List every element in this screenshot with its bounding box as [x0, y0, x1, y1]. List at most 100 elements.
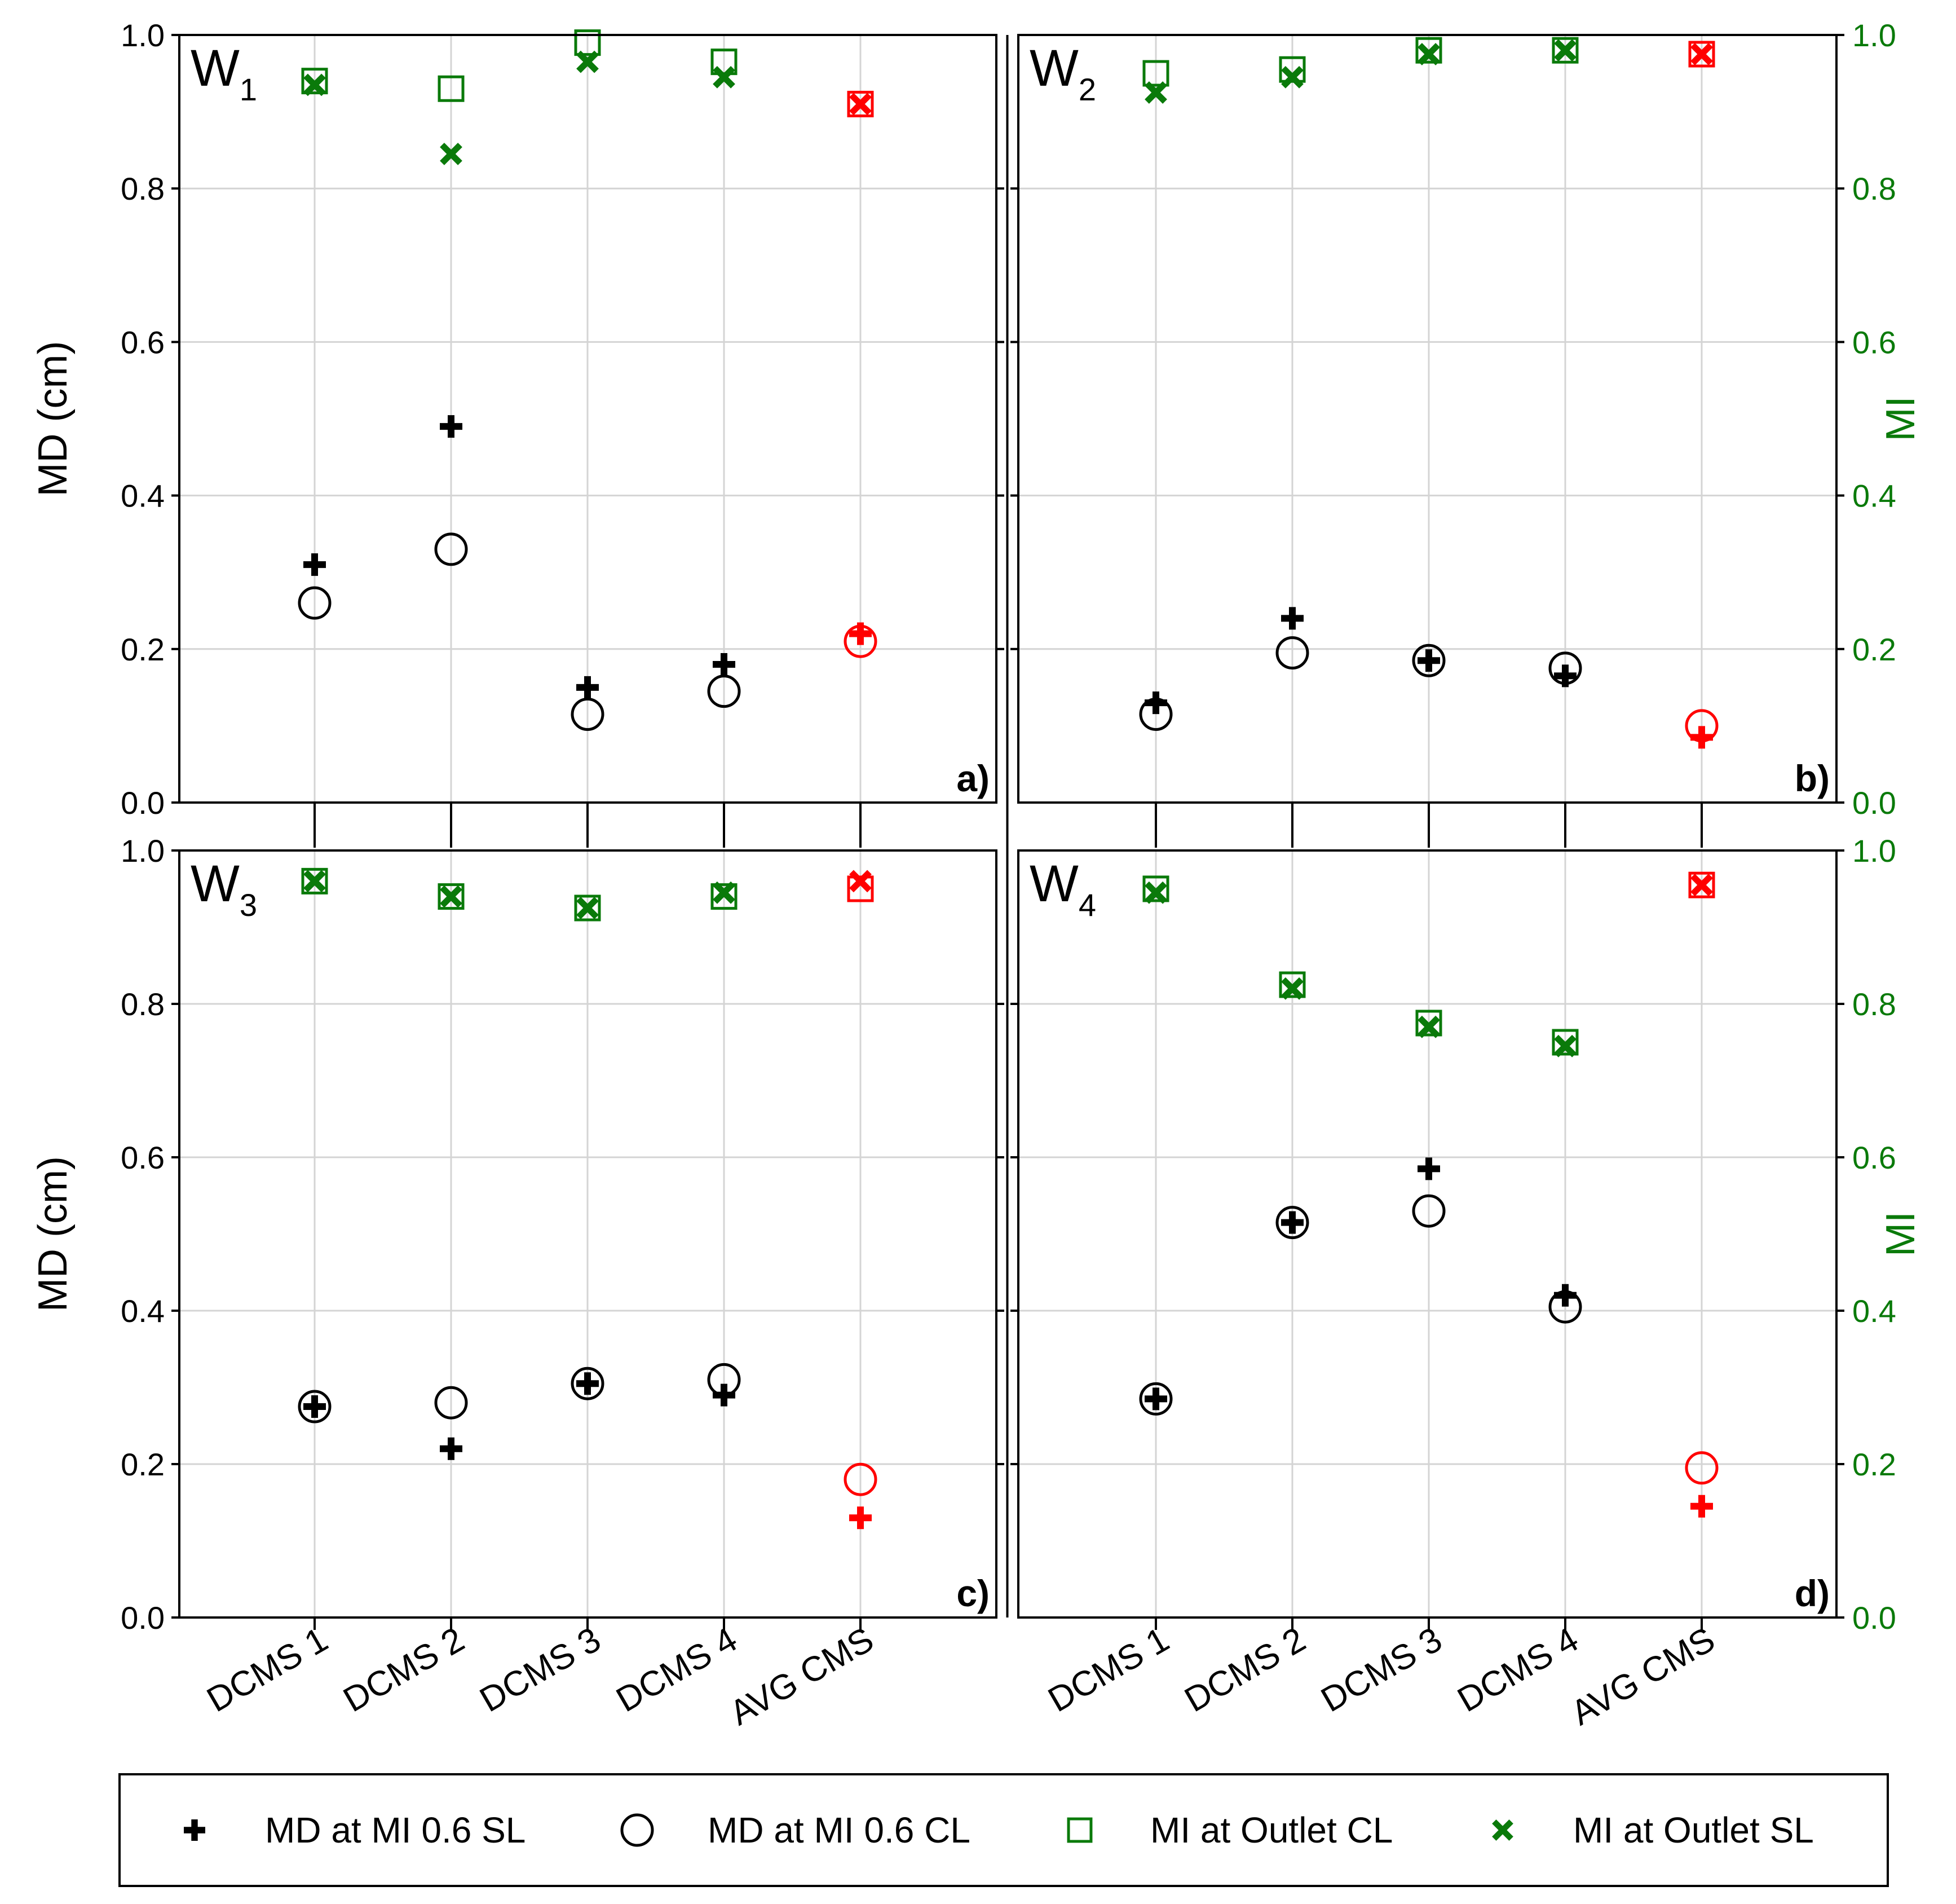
marker-circle-b-1: [1275, 636, 1309, 670]
marker-plus-c-1: [440, 1437, 462, 1460]
x-category-label: AVG CMS: [1565, 1620, 1721, 1733]
legend: MD at MI 0.6 SL MD at MI 0.6 CL MI at Outl…: [118, 1773, 1889, 1887]
marker-plus-c-0: [303, 1395, 326, 1418]
marker-x-a-0: [303, 73, 326, 96]
marker-x-c-1: [440, 885, 462, 908]
panel-frame: [1017, 34, 1838, 804]
marker-plus-b-1: [1281, 607, 1304, 630]
x-category-label: DCMS 3: [1315, 1620, 1449, 1720]
marker-plus-a-0: [303, 553, 326, 576]
y-right-axis-label-top: MI: [1878, 396, 1923, 442]
panel-title: W1: [191, 39, 257, 107]
y-right-tick-label: 0.4: [1852, 1293, 1896, 1329]
marker-circle-d-1: [1275, 1206, 1309, 1240]
panel-title-subscript: 2: [1079, 72, 1096, 107]
panel-letter: a): [956, 757, 990, 799]
y-right-tick-label: 0.8: [1852, 986, 1896, 1022]
marker-x-c-3: [713, 881, 735, 904]
marker-square-b-2: [1415, 37, 1442, 64]
y-tick-label: 0.4: [121, 478, 165, 514]
legend-label: MI at Outlet SL: [1573, 1810, 1814, 1850]
marker-plus-b-0: [1145, 691, 1167, 715]
y-tick-label: 0.2: [121, 632, 165, 667]
marker-x-d-3: [1554, 1034, 1577, 1057]
legend-marker-x: [1492, 1819, 1513, 1841]
marker-square-c-0: [301, 867, 328, 894]
marker-square-d-3: [1552, 1029, 1579, 1056]
marker-circle-a-3: [707, 675, 741, 708]
marker-plus-d-0: [1145, 1387, 1167, 1411]
panel-b: [1018, 35, 1836, 803]
legend-label: MD at MI 0.6 CL: [708, 1810, 970, 1850]
panel-title: W3: [191, 855, 257, 923]
x-category-label: DCMS 2: [1178, 1620, 1312, 1720]
marker-plus-d-1: [1281, 1211, 1304, 1234]
marker-square-b-3: [1552, 37, 1579, 64]
marker-plus-c-3: [713, 1383, 735, 1407]
marker-square-b-0: [1142, 60, 1169, 87]
y-right-tick-label: 0.6: [1852, 324, 1896, 360]
x-category-label: DCMS 1: [201, 1620, 334, 1720]
marker-x-b-4: [1690, 43, 1713, 65]
legend-marker-plus: [184, 1819, 205, 1841]
marker-x-b-3: [1554, 39, 1577, 62]
marker-plus-a-1: [440, 415, 462, 438]
marker-square-c-1: [438, 883, 465, 910]
marker-square-d-0: [1142, 875, 1169, 902]
marker-plus-b-4: [1690, 726, 1713, 749]
panel-c: [179, 850, 996, 1617]
marker-x-d-0: [1145, 881, 1167, 904]
y-right-tick-label: 0.4: [1852, 478, 1896, 514]
panel-title-subscript: 3: [240, 887, 257, 923]
y-tick-label: 0.0: [121, 785, 165, 821]
y-right-tick-label: 0.8: [1852, 171, 1896, 206]
marker-circle-c-4: [844, 1462, 877, 1496]
panel-letter: c): [956, 1572, 990, 1614]
marker-x-d-1: [1281, 977, 1304, 1000]
marker-plus-a-3: [713, 653, 735, 676]
y-tick-label: 0.0: [121, 1600, 165, 1636]
y-tick-label: 0.6: [121, 324, 165, 360]
marker-x-c-4: [849, 870, 872, 893]
marker-square-a-0: [301, 68, 328, 95]
x-category-label: AVG CMS: [723, 1620, 880, 1733]
marker-square-a-1: [438, 75, 465, 102]
marker-plus-c-2: [576, 1372, 599, 1395]
y-right-tick-label: 0.2: [1852, 1447, 1896, 1482]
y-right-axis-label-bottom: MI: [1878, 1211, 1923, 1257]
x-category-label: DCMS 1: [1042, 1620, 1176, 1720]
marker-square-b-4: [1688, 41, 1715, 68]
panel-title: W4: [1030, 855, 1096, 923]
marker-square-a-4: [847, 90, 874, 117]
marker-square-d-2: [1415, 1010, 1442, 1037]
y-tick-label: 0.4: [121, 1293, 165, 1329]
marker-circle-a-1: [434, 532, 468, 566]
legend-box: [118, 1773, 1889, 1887]
panel-title: W2: [1030, 39, 1096, 107]
legend-marker-circle: [620, 1813, 654, 1847]
marker-circle-c-0: [298, 1390, 332, 1423]
marker-x-a-3: [713, 65, 735, 89]
y-tick-label: 0.8: [121, 986, 165, 1022]
frame-layer: [171, 34, 1844, 1630]
panel-title-subscript: 4: [1079, 887, 1096, 923]
y-right-tick-label: 1.0: [1852, 17, 1896, 53]
y-right-tick-label: 1.0: [1852, 833, 1896, 869]
panel-a: [179, 29, 996, 803]
x-category-label: DCMS 4: [610, 1620, 744, 1720]
marker-plus-d-3: [1554, 1284, 1577, 1307]
marker-square-c-3: [710, 883, 738, 910]
marker-x-a-1: [440, 143, 462, 165]
marker-x-a-2: [576, 50, 599, 73]
marker-plus-c-4: [849, 1506, 872, 1530]
marker-plus-d-4: [1690, 1495, 1713, 1518]
marker-circle-b-2: [1412, 644, 1446, 677]
y-tick-label: 1.0: [121, 833, 165, 869]
legend-label: MD at MI 0.6 SL: [265, 1810, 526, 1850]
marker-plus-b-2: [1418, 649, 1440, 672]
marker-x-b-1: [1281, 65, 1304, 89]
marker-square-d-4: [1688, 871, 1715, 898]
panel-letter: b): [1795, 757, 1830, 799]
marker-square-d-1: [1279, 971, 1306, 998]
